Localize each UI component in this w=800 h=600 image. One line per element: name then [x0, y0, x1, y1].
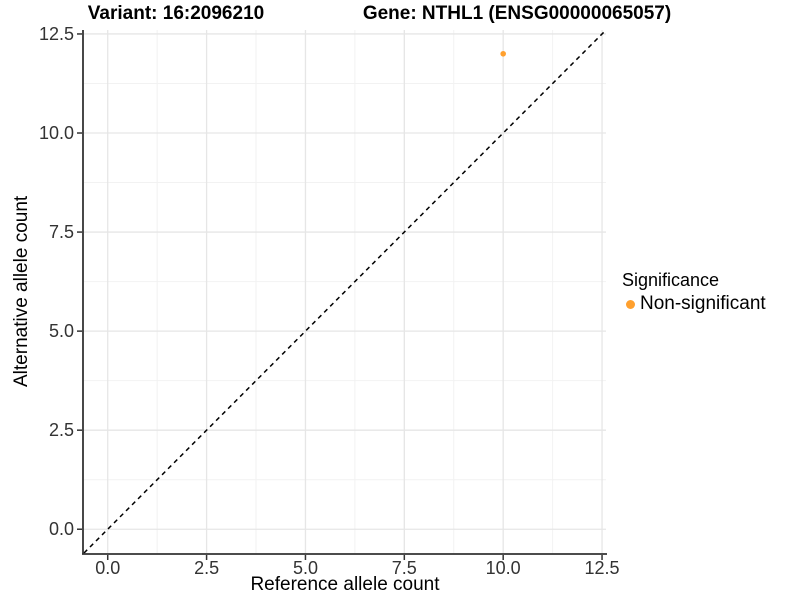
- y-tick-label: 12.5: [39, 24, 74, 44]
- y-tick-label: 7.5: [49, 222, 74, 242]
- legend-item-label: Non-significant: [640, 293, 766, 314]
- x-tick-label: 5.0: [293, 558, 318, 578]
- x-tick-label: 10.0: [486, 558, 521, 578]
- y-tick-label: 2.5: [49, 420, 74, 440]
- x-tick-label: 0.0: [95, 558, 120, 578]
- y-tick-label: 0.0: [49, 519, 74, 539]
- plot-title-variant: Variant: 16:2096210: [87, 3, 265, 24]
- plot-title-gene: Gene: NTHL1 (ENSG00000065057): [362, 3, 672, 24]
- legend-title: Significance: [622, 270, 720, 290]
- y-tick-label: 10.0: [39, 123, 74, 143]
- y-tick-label: 5.0: [49, 321, 74, 341]
- x-tick-label: 7.5: [392, 558, 417, 578]
- x-tick-label: 12.5: [585, 558, 620, 578]
- x-tick-label: 2.5: [194, 558, 219, 578]
- orange-point-icon: [626, 299, 635, 309]
- data-point: [500, 50, 506, 57]
- legend-item: Non-significant: [622, 293, 766, 314]
- legend: Significance Non-significant: [622, 270, 766, 314]
- identity-reference-line: [83, 29, 607, 554]
- x-axis-title: Reference allele count: [250, 574, 440, 595]
